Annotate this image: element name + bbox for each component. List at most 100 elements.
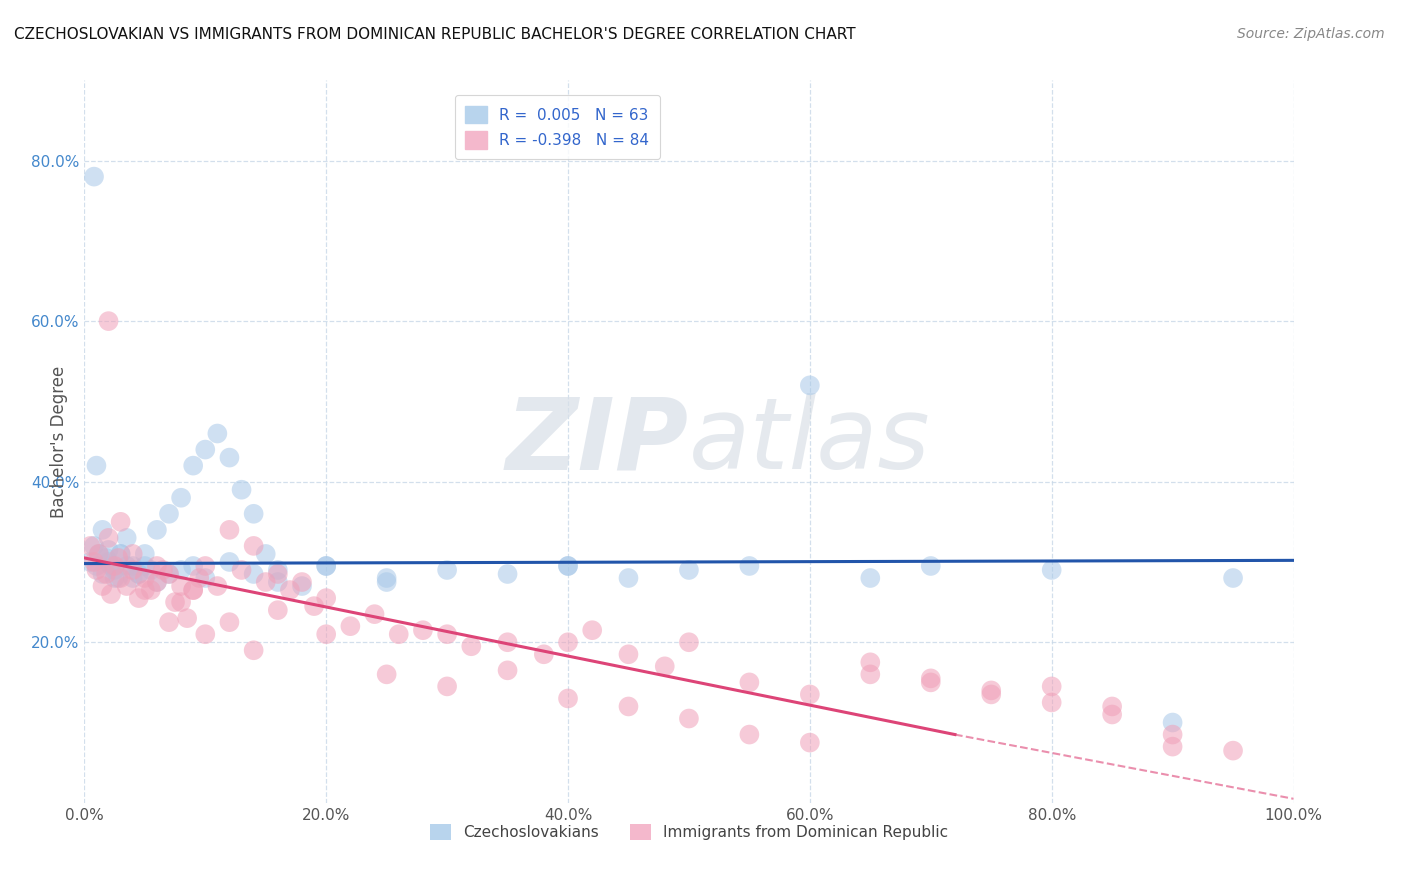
Point — [134, 583, 156, 598]
Point — [97, 555, 120, 569]
Point — [738, 558, 761, 574]
Point — [738, 728, 761, 742]
Point — [339, 619, 361, 633]
Point — [115, 579, 138, 593]
Point — [194, 442, 217, 457]
Point — [157, 567, 180, 582]
Point — [207, 426, 229, 441]
Point — [436, 627, 458, 641]
Point — [617, 648, 640, 662]
Point — [97, 314, 120, 328]
Point — [920, 675, 942, 690]
Point — [557, 558, 579, 574]
Point — [557, 691, 579, 706]
Point — [242, 507, 264, 521]
Point — [436, 563, 458, 577]
Point — [146, 574, 169, 589]
Point — [165, 595, 187, 609]
Point — [157, 615, 180, 630]
Point — [388, 627, 411, 641]
Point — [121, 547, 143, 561]
Point — [170, 595, 193, 609]
Point — [1161, 728, 1184, 742]
Point — [291, 574, 314, 589]
Point — [83, 169, 105, 184]
Point — [134, 558, 156, 574]
Point — [170, 579, 193, 593]
Point — [218, 450, 240, 465]
Point — [231, 563, 253, 577]
Point — [1101, 707, 1123, 722]
Point — [83, 555, 105, 569]
Point — [859, 655, 882, 669]
Point — [86, 458, 108, 473]
Point — [738, 675, 761, 690]
Point — [181, 458, 204, 473]
Point — [557, 558, 579, 574]
Point — [121, 571, 143, 585]
Point — [678, 563, 700, 577]
Point — [181, 583, 204, 598]
Point — [231, 483, 253, 497]
Point — [1101, 699, 1123, 714]
Point — [110, 571, 132, 585]
Point — [97, 542, 120, 557]
Point — [375, 667, 398, 681]
Point — [1161, 739, 1184, 754]
Point — [146, 523, 169, 537]
Point — [128, 567, 150, 582]
Point — [315, 558, 337, 574]
Point — [86, 563, 108, 577]
Legend: Czechoslovakians, Immigrants from Dominican Republic: Czechoslovakians, Immigrants from Domini… — [420, 814, 957, 849]
Point — [139, 583, 162, 598]
Point — [291, 579, 314, 593]
Point — [557, 635, 579, 649]
Point — [859, 667, 882, 681]
Point — [181, 558, 204, 574]
Text: Source: ZipAtlas.com: Source: ZipAtlas.com — [1237, 27, 1385, 41]
Point — [170, 491, 193, 505]
Point — [218, 615, 240, 630]
Text: atlas: atlas — [689, 393, 931, 490]
Point — [799, 735, 821, 749]
Point — [460, 639, 482, 653]
Point — [1222, 571, 1244, 585]
Point — [121, 558, 143, 574]
Point — [104, 558, 127, 574]
Point — [1040, 680, 1063, 694]
Point — [412, 623, 434, 637]
Point — [91, 567, 114, 582]
Point — [91, 523, 114, 537]
Point — [254, 547, 277, 561]
Point — [157, 567, 180, 582]
Point — [110, 515, 132, 529]
Point — [146, 558, 169, 574]
Text: ZIP: ZIP — [506, 393, 689, 490]
Point — [980, 687, 1002, 701]
Point — [91, 579, 114, 593]
Point — [242, 539, 264, 553]
Point — [654, 659, 676, 673]
Point — [375, 574, 398, 589]
Point — [134, 571, 156, 585]
Point — [115, 531, 138, 545]
Point — [152, 563, 174, 577]
Point — [375, 571, 398, 585]
Point — [100, 587, 122, 601]
Point — [799, 378, 821, 392]
Point — [267, 567, 290, 582]
Point — [83, 539, 105, 553]
Point — [188, 571, 211, 585]
Point — [79, 555, 101, 569]
Point — [496, 567, 519, 582]
Point — [496, 664, 519, 678]
Point — [87, 547, 110, 561]
Point — [254, 574, 277, 589]
Point — [315, 558, 337, 574]
Point — [94, 550, 117, 566]
Point — [139, 563, 162, 577]
Point — [157, 507, 180, 521]
Point — [920, 671, 942, 685]
Point — [128, 567, 150, 582]
Point — [315, 591, 337, 605]
